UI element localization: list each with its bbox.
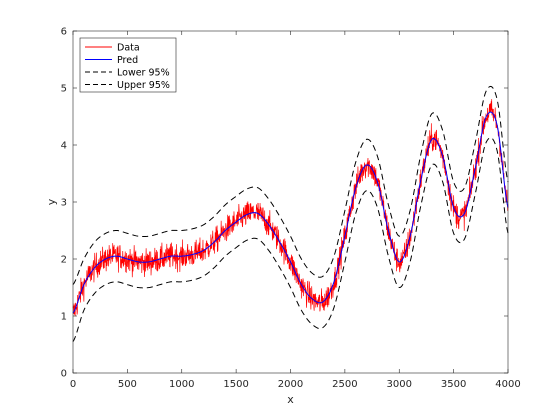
series-line-pred bbox=[72, 111, 509, 314]
x-axis-label: x bbox=[287, 393, 294, 406]
y-tick-label: 2 bbox=[61, 255, 67, 266]
x-tick-label: 1000 bbox=[169, 379, 194, 390]
y-tick-label: 5 bbox=[61, 84, 67, 95]
y-tick-label: 1 bbox=[61, 312, 67, 323]
y-axis-label: y bbox=[45, 198, 58, 205]
series-line-lower-95 bbox=[72, 137, 509, 342]
y-axis-ticks: 0 1 2 3 4 5 6 bbox=[61, 27, 508, 380]
series-line-upper-95 bbox=[72, 85, 509, 285]
x-axis-ticks: 0 500 1000 1500 2000 2500 3000 3500 4000 bbox=[70, 31, 521, 390]
legend-entry: Data bbox=[117, 43, 140, 54]
y-tick-label: 3 bbox=[61, 198, 67, 209]
legend-entry: Lower 95% bbox=[117, 68, 170, 79]
x-tick-label: 3500 bbox=[441, 379, 466, 390]
x-tick-label: 1500 bbox=[223, 379, 248, 390]
legend-entry: Pred bbox=[117, 55, 138, 66]
y-tick-label: 0 bbox=[61, 369, 67, 380]
series-layer bbox=[72, 85, 509, 342]
y-tick-label: 6 bbox=[61, 27, 67, 38]
x-tick-label: 0 bbox=[70, 379, 76, 390]
x-tick-label: 500 bbox=[118, 379, 137, 390]
legend-entry: Upper 95% bbox=[117, 80, 170, 91]
x-tick-label: 3000 bbox=[387, 379, 412, 390]
x-tick-label: 4000 bbox=[495, 379, 520, 390]
y-tick-label: 4 bbox=[61, 141, 67, 152]
x-tick-label: 2500 bbox=[332, 379, 357, 390]
x-tick-label: 2000 bbox=[278, 379, 303, 390]
